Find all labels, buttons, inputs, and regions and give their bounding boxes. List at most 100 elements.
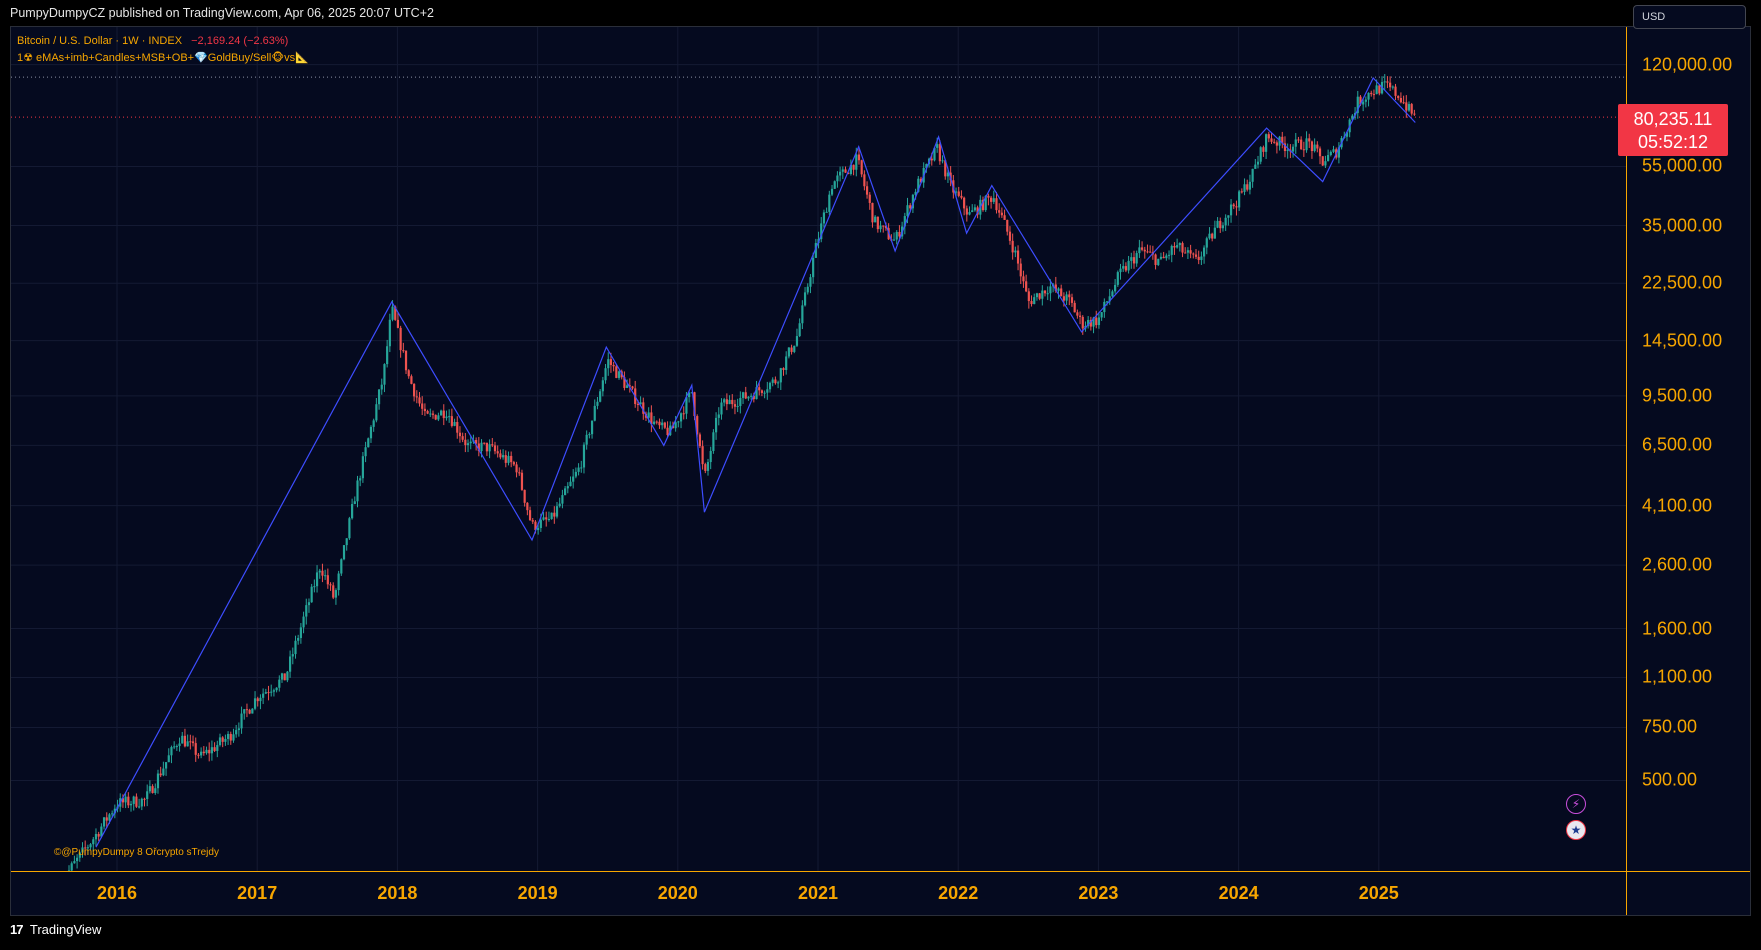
candle-body: [1367, 92, 1370, 100]
candle-body: [1176, 245, 1179, 248]
candle-body: [1108, 296, 1111, 302]
candle: [512, 460, 515, 467]
candle: [235, 724, 238, 738]
candle: [849, 159, 852, 176]
candle-body: [822, 212, 826, 224]
candle-body: [1375, 85, 1378, 95]
candle-body: [564, 488, 567, 496]
candle-body: [771, 379, 774, 383]
candle: [310, 583, 313, 603]
candle: [1318, 146, 1322, 165]
candle: [351, 498, 354, 520]
candle: [663, 421, 666, 430]
candle-body: [267, 692, 270, 694]
candle-body: [1389, 82, 1392, 88]
candle-body: [526, 502, 529, 511]
candle: [256, 696, 259, 707]
candle: [135, 793, 138, 808]
footer-brand[interactable]: 17 TradingView: [10, 922, 101, 937]
candle: [785, 351, 788, 375]
candle-body: [1076, 312, 1079, 316]
currency-selector[interactable]: USD: [1633, 5, 1746, 29]
candle-body: [1232, 204, 1235, 207]
us-flag-icon[interactable]: ★: [1566, 820, 1586, 840]
candle: [968, 206, 971, 216]
candle: [515, 461, 518, 478]
price-chart[interactable]: [11, 27, 1626, 871]
candle-body: [903, 216, 906, 227]
candle-body: [423, 408, 427, 412]
candle-body: [933, 147, 936, 161]
candle-body: [1035, 293, 1039, 298]
candle: [407, 369, 410, 379]
candle: [1399, 92, 1403, 104]
candle: [1364, 96, 1367, 108]
time-axis[interactable]: 2016 2017 2018 2019 2020 2021 2022 2023 2024 2025: [11, 871, 1626, 915]
candle-body: [709, 450, 712, 463]
candle: [1286, 143, 1289, 159]
candle-body: [518, 472, 521, 474]
candle: [1372, 89, 1376, 100]
candle-body: [674, 422, 677, 429]
candle-body: [1011, 240, 1014, 253]
candle: [1192, 252, 1195, 259]
candle: [588, 432, 591, 439]
candle: [140, 797, 143, 811]
candle: [750, 393, 753, 400]
candle-body: [666, 427, 669, 436]
candle-body: [717, 414, 720, 418]
price-axis[interactable]: 120,000.00 55,000.00 35,000.00 22,500.00 14,…: [1626, 27, 1750, 871]
candle-body: [186, 741, 189, 747]
candle-body: [245, 709, 249, 711]
candle-body: [202, 751, 205, 754]
candle: [1221, 222, 1225, 232]
candle-body: [1122, 266, 1125, 269]
symbol-line[interactable]: Bitcoin / U.S. Dollar · 1W · INDEX −2,16…: [17, 33, 309, 50]
candle-body: [1162, 256, 1165, 259]
candle: [1324, 155, 1327, 168]
candle-body: [388, 319, 391, 347]
candle: [1310, 140, 1314, 159]
candle-body: [485, 442, 489, 452]
candle: [159, 766, 162, 778]
candle-body: [469, 441, 472, 444]
candle-body: [259, 697, 262, 702]
symbol-label: Bitcoin / U.S. Dollar · 1W · INDEX: [17, 35, 183, 47]
candle-body: [528, 510, 532, 521]
candle-body: [138, 806, 141, 808]
candle-body: [429, 413, 432, 415]
candle: [1065, 291, 1068, 306]
candle-body: [426, 411, 429, 414]
candle-body: [1372, 94, 1376, 96]
candle-body: [1016, 250, 1020, 264]
plot-area[interactable]: Bitcoin / U.S. Dollar · 1W · INDEX −2,16…: [11, 27, 1626, 871]
candle-body: [1208, 233, 1211, 239]
author-watermark: ©@PumpyDumpy 8 Ořcrypto sTrejdy: [54, 847, 219, 858]
candle-body: [1138, 247, 1141, 254]
candle-body: [70, 863, 73, 871]
candle-body: [520, 472, 524, 490]
candle-body: [437, 415, 440, 420]
candle-body: [445, 416, 448, 419]
candle-body: [1054, 284, 1057, 291]
candle-body: [477, 443, 480, 451]
candle-body: [164, 762, 168, 769]
candle-body: [1413, 113, 1416, 115]
candle: [1027, 288, 1030, 309]
candle: [957, 186, 960, 198]
flash-icon[interactable]: ⚡: [1566, 794, 1586, 814]
candle-body: [181, 735, 184, 744]
candle: [790, 344, 793, 355]
grid: [11, 27, 1626, 871]
candle: [154, 783, 157, 795]
candle: [340, 558, 343, 576]
candle: [545, 511, 548, 527]
price-tick-label: 500.00: [1642, 769, 1698, 790]
candle: [1173, 242, 1176, 255]
candle-body: [1407, 104, 1411, 111]
candle-body: [871, 202, 874, 223]
candle: [1232, 202, 1235, 210]
candle-body: [97, 833, 100, 837]
indicator-label[interactable]: 1☢ eMAs+imb+Candles+MSB+OB+💎GoldBuy/Sell…: [17, 52, 309, 64]
candle: [1313, 138, 1316, 153]
